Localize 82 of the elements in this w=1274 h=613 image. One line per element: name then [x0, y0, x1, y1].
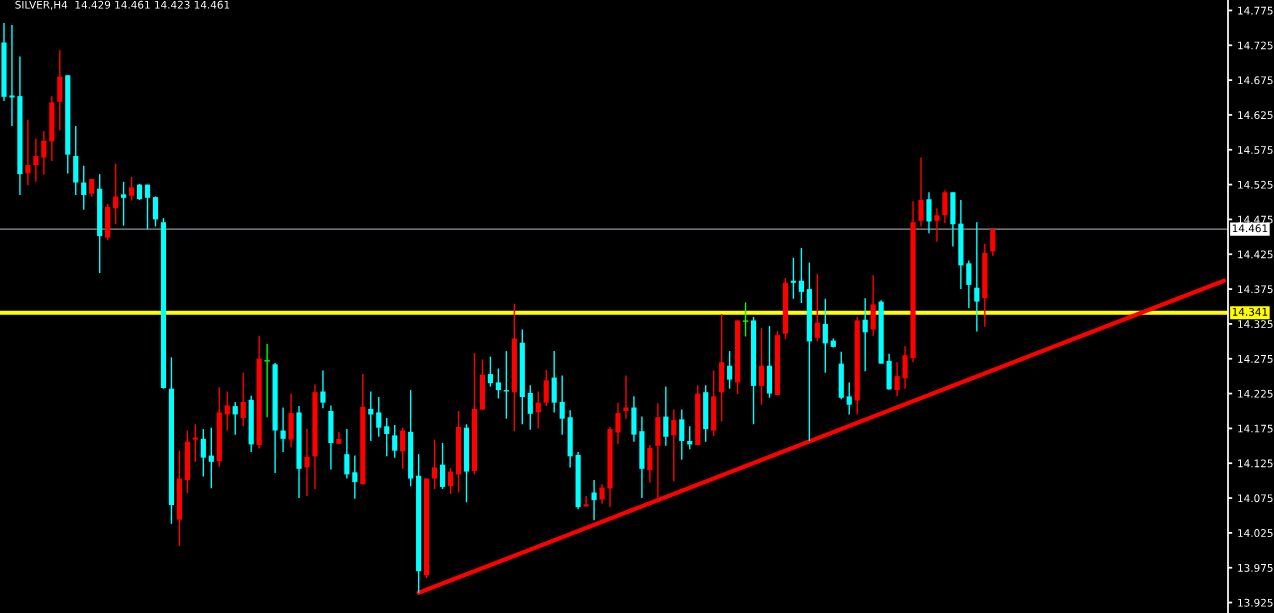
candlestick	[918, 156, 924, 228]
candlestick	[200, 428, 206, 478]
ref-line-label: 14.341	[1232, 307, 1268, 316]
y-tick-label: 14.275	[1238, 354, 1273, 363]
candlestick	[742, 301, 750, 338]
y-tick-label: 14.375	[1238, 285, 1273, 294]
candlestick	[263, 343, 271, 418]
candlestick	[599, 483, 605, 505]
candlestick	[679, 408, 685, 461]
candlestick	[41, 130, 47, 176]
y-tick-label: 14.475	[1238, 215, 1273, 224]
candlestick	[439, 442, 446, 490]
y-tick-label: 14.675	[1238, 76, 1273, 85]
candlestick	[208, 427, 214, 490]
y-tick-label: 14.175	[1238, 424, 1273, 433]
y-tick-label: 14.225	[1238, 389, 1273, 398]
candlestick	[966, 259, 972, 309]
candlestick	[934, 207, 940, 243]
candlestick	[224, 390, 230, 432]
candlestick	[894, 361, 900, 398]
candlestick	[400, 427, 406, 470]
candlestick	[81, 165, 87, 211]
candlestick	[376, 396, 382, 438]
y-tick-label: 14.725	[1238, 41, 1273, 50]
candlestick	[527, 384, 533, 431]
candlestick	[846, 381, 852, 416]
candlestick	[942, 189, 948, 224]
y-tick-label: 14.325	[1238, 320, 1273, 329]
y-tick-label: 14.425	[1238, 250, 1273, 259]
candlestick	[758, 327, 765, 406]
candlestick	[583, 495, 589, 508]
candlestick	[447, 467, 454, 495]
candlestick	[591, 479, 597, 522]
candlestick	[25, 119, 31, 186]
y-tick-label: 14.075	[1238, 494, 1273, 503]
candlestick	[814, 273, 820, 343]
candlestick	[495, 367, 501, 400]
y-tick-label: 14.025	[1238, 529, 1273, 537]
candlestick	[615, 401, 621, 445]
candlestick	[727, 350, 733, 390]
y-tick-label: 14.625	[1238, 111, 1273, 120]
y-tick-label: 14.775	[1238, 6, 1273, 15]
candlestick	[671, 408, 677, 483]
candlestick	[192, 423, 198, 463]
candlestick	[543, 369, 549, 407]
candlestick	[790, 257, 797, 300]
y-tick-label: 13.975	[1238, 563, 1273, 572]
y-tick-label: 14.525	[1238, 180, 1273, 189]
candlestick	[663, 385, 669, 447]
y-tick-label: 14.575	[1238, 146, 1273, 154]
candlestick	[33, 137, 39, 183]
candlestick	[280, 406, 286, 453]
candlestick	[240, 371, 246, 428]
candlestick	[152, 195, 159, 228]
y-tick-label: 13.925	[1238, 598, 1273, 607]
candlestick	[344, 428, 350, 480]
ref-line-label: 14.461	[1232, 224, 1268, 233]
candlestick	[926, 191, 932, 235]
candlestick	[559, 374, 565, 436]
candlestick	[647, 444, 653, 484]
candlestick	[798, 247, 804, 304]
candlestick	[144, 183, 151, 230]
y-tick-label: 14.125	[1238, 459, 1273, 468]
candlestick	[113, 163, 119, 225]
candlestick	[352, 454, 358, 500]
candlestick	[431, 438, 438, 490]
chart-title: SILVER,H4 14.429 14.461 14.423 14.461	[15, 0, 230, 10]
candlestick	[320, 369, 326, 409]
candlestick	[304, 428, 310, 497]
candlestick	[128, 176, 135, 202]
candlestick	[974, 221, 980, 333]
candlestick	[121, 181, 127, 227]
candlestick	[487, 355, 493, 388]
candlestick	[392, 424, 398, 459]
candlestick	[862, 297, 868, 372]
candlestick	[9, 24, 15, 127]
candlestick	[822, 298, 828, 374]
candlestick	[990, 228, 996, 257]
candlestick	[232, 401, 238, 436]
candlestick	[384, 417, 390, 457]
candlestick	[902, 345, 908, 390]
candlestick	[623, 374, 629, 420]
